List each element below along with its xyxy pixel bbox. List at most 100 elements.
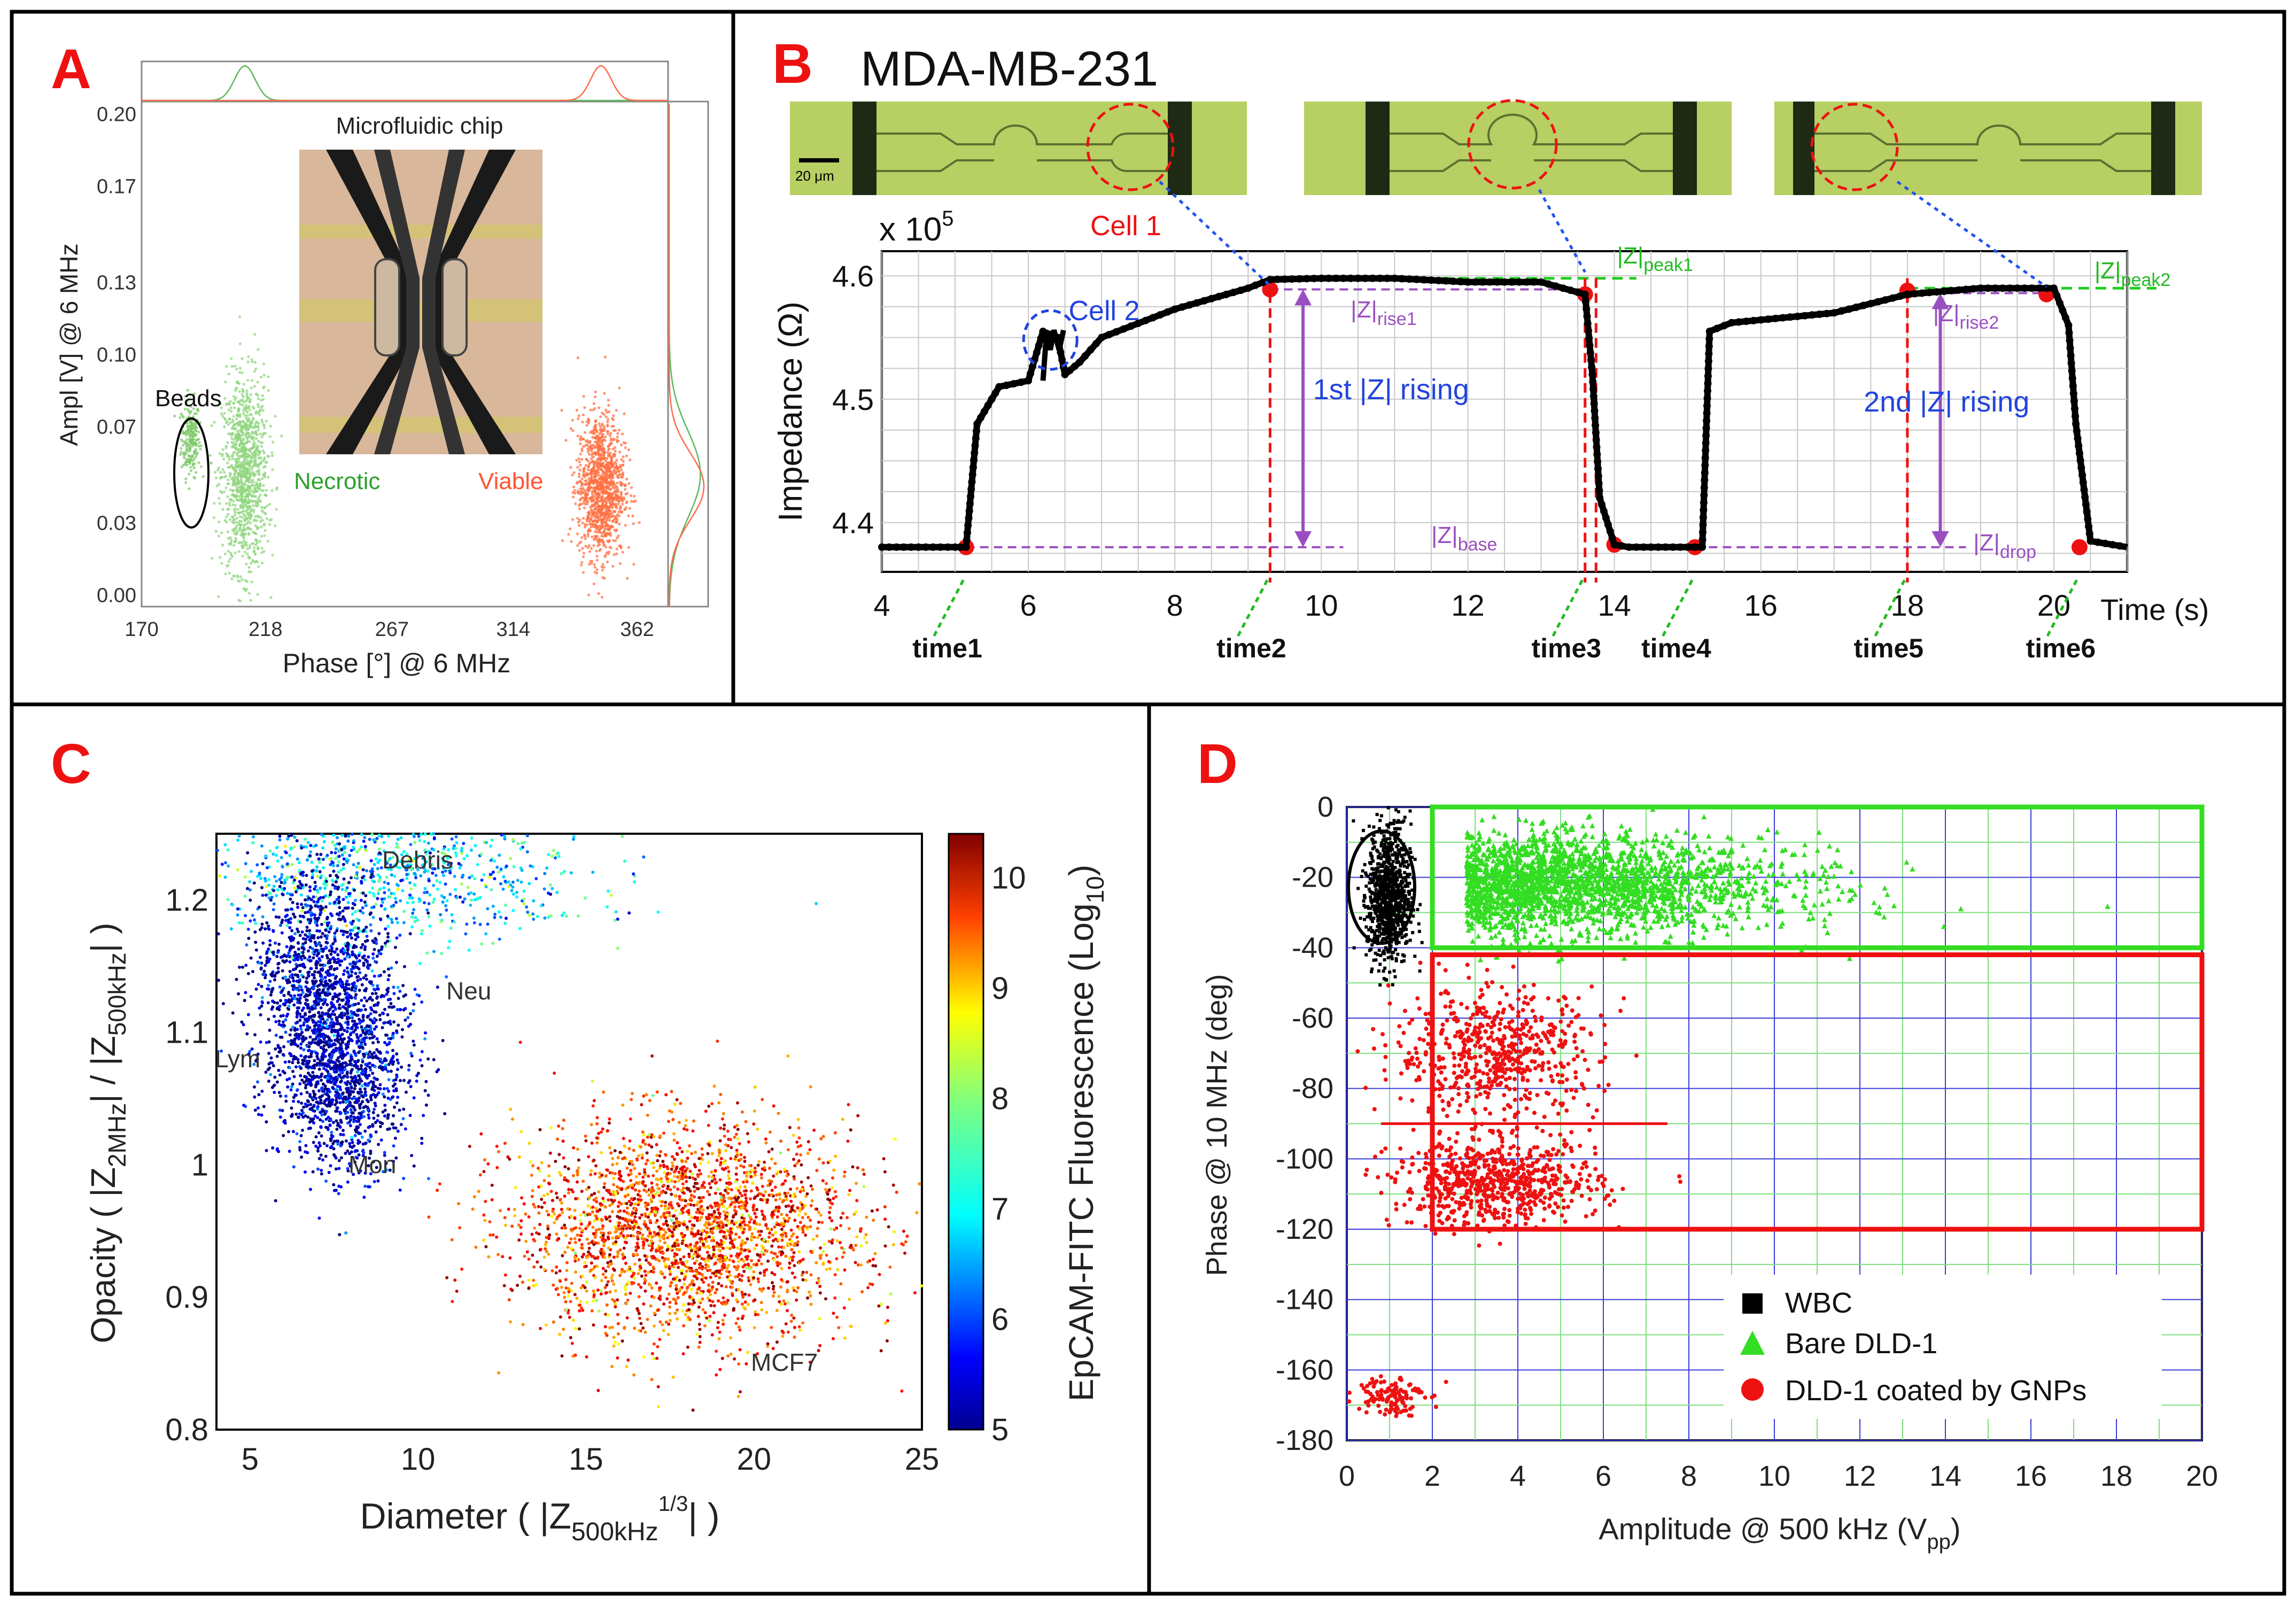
scatter-point-debris bbox=[549, 893, 553, 896]
scatter-point-lym bbox=[260, 926, 263, 929]
scatter-point-necrotic bbox=[251, 418, 255, 421]
scatter-point-viable bbox=[582, 517, 585, 520]
scatter-point-lym bbox=[367, 955, 370, 959]
scatter-point-necrotic bbox=[243, 539, 246, 542]
scatter-point-viable bbox=[604, 408, 608, 412]
scatter-point-viable bbox=[583, 470, 586, 474]
scatter-point-necrotic bbox=[241, 500, 244, 503]
scatter-point-necrotic bbox=[234, 507, 237, 510]
x-tick-label: 170 bbox=[125, 618, 158, 641]
scatter-point-necrotic bbox=[237, 448, 241, 451]
scatter-point-viable bbox=[600, 512, 603, 515]
scatter-point-necrotic bbox=[246, 428, 250, 431]
trace-sample-point bbox=[1764, 315, 1772, 323]
electrode-bar bbox=[1673, 102, 1697, 195]
scatter-point-debris bbox=[815, 902, 818, 905]
scatter-point-necrotic bbox=[246, 511, 249, 515]
scatter-point-debris bbox=[383, 880, 386, 884]
scatter-point-lym bbox=[254, 941, 258, 944]
scatter-point-debris bbox=[305, 845, 308, 849]
scatter-point-necrotic bbox=[248, 469, 251, 472]
trace-sample-point bbox=[1735, 318, 1743, 326]
scatter-point-necrotic bbox=[269, 596, 273, 599]
scatter-point-necrotic bbox=[262, 432, 265, 435]
scatter-point-viable bbox=[572, 471, 576, 474]
scatter-point-necrotic bbox=[242, 467, 245, 470]
scatter-point-debris bbox=[238, 921, 241, 925]
scatter-point-necrotic bbox=[237, 464, 241, 468]
scatter-point-lym bbox=[349, 1108, 353, 1112]
scatter-point-viable bbox=[608, 410, 611, 414]
trace-sample-point bbox=[1237, 286, 1245, 294]
scatter-point-necrotic bbox=[270, 454, 274, 457]
scatter-point-debris bbox=[308, 932, 312, 936]
trace-sample-point bbox=[1786, 313, 1794, 321]
scatter-point-necrotic bbox=[234, 503, 237, 507]
scatter-point-lym bbox=[281, 1020, 285, 1024]
scatter-point-viable bbox=[606, 523, 609, 526]
scatter-point-lym bbox=[313, 976, 316, 980]
scatter-point-debris bbox=[495, 865, 499, 869]
scatter-point-viable bbox=[595, 491, 599, 494]
scatter-point-necrotic bbox=[237, 414, 241, 417]
scatter-point-debris bbox=[502, 875, 506, 879]
scatter-point-lym bbox=[327, 1009, 330, 1012]
scatter-point-lym bbox=[294, 890, 298, 894]
scatter-point-viable bbox=[591, 536, 594, 539]
trace-sample-point bbox=[1948, 286, 1956, 294]
scatter-point-debris bbox=[413, 920, 417, 924]
scatter-point-debris bbox=[268, 849, 272, 853]
scatter-point-lym bbox=[288, 969, 292, 973]
scatter-point-viable bbox=[593, 565, 596, 569]
scatter-point-debris bbox=[556, 851, 560, 855]
scatter-point-necrotic bbox=[255, 501, 259, 504]
scatter-point-debris bbox=[469, 891, 473, 895]
scatter-point-debris bbox=[340, 888, 344, 891]
trace-sample-point bbox=[1704, 357, 1712, 365]
scatter-point-necrotic bbox=[227, 560, 230, 563]
scatter-point-lym bbox=[298, 1019, 302, 1022]
scatter-point-debris bbox=[369, 923, 373, 927]
scatter-point-viable bbox=[609, 437, 612, 440]
scatter-point-necrotic bbox=[251, 542, 254, 545]
scatter-point-debris bbox=[408, 881, 412, 885]
scatter-point-beads bbox=[194, 448, 197, 451]
scatter-point-lym bbox=[333, 950, 337, 954]
scatter-point-debris bbox=[340, 834, 344, 837]
scatter-point-necrotic bbox=[246, 414, 250, 417]
scatter-point-necrotic bbox=[246, 472, 250, 475]
scatter-point-viable bbox=[593, 407, 596, 410]
electrode-bar bbox=[2151, 102, 2175, 195]
scatter-point-viable bbox=[591, 503, 594, 507]
scatter-point-debris bbox=[425, 908, 429, 912]
scatter-point-debris bbox=[317, 860, 321, 864]
scatter-point-necrotic bbox=[247, 592, 251, 595]
trace-sample-point bbox=[1911, 290, 1919, 298]
scatter-point-debris bbox=[532, 899, 536, 903]
scatter-point-beads bbox=[188, 437, 191, 440]
y-tick-label: 0.17 bbox=[97, 176, 136, 198]
scatter-point-necrotic bbox=[218, 520, 221, 524]
scatter-point-viable bbox=[629, 494, 633, 498]
scatter-point-lym bbox=[259, 966, 263, 970]
scatter-point-viable bbox=[615, 552, 618, 555]
scatter-point-necrotic bbox=[232, 438, 236, 441]
scatter-point-debris bbox=[441, 874, 445, 878]
scatter-point-lym bbox=[327, 1170, 331, 1174]
scatter-point-necrotic bbox=[246, 547, 249, 550]
scatter-point-lym bbox=[387, 974, 391, 977]
scatter-point-lym bbox=[305, 929, 309, 933]
scatter-point-necrotic bbox=[245, 501, 249, 505]
scatter-point-necrotic bbox=[218, 452, 221, 455]
scatter-point-lym bbox=[290, 907, 293, 911]
trace-sample-point bbox=[2085, 522, 2092, 530]
trace-sample-point bbox=[1969, 285, 1977, 293]
trace-sample-point bbox=[1142, 316, 1150, 324]
scatter-point-viable bbox=[614, 505, 617, 508]
scatter-point-debris bbox=[454, 888, 457, 891]
scatter-point-lym bbox=[257, 983, 260, 987]
scatter-point-debris bbox=[518, 927, 522, 930]
scatter-point-viable bbox=[580, 458, 584, 461]
scatter-point-lym bbox=[292, 1099, 296, 1103]
time-label-time5: time5 bbox=[1854, 633, 1924, 663]
